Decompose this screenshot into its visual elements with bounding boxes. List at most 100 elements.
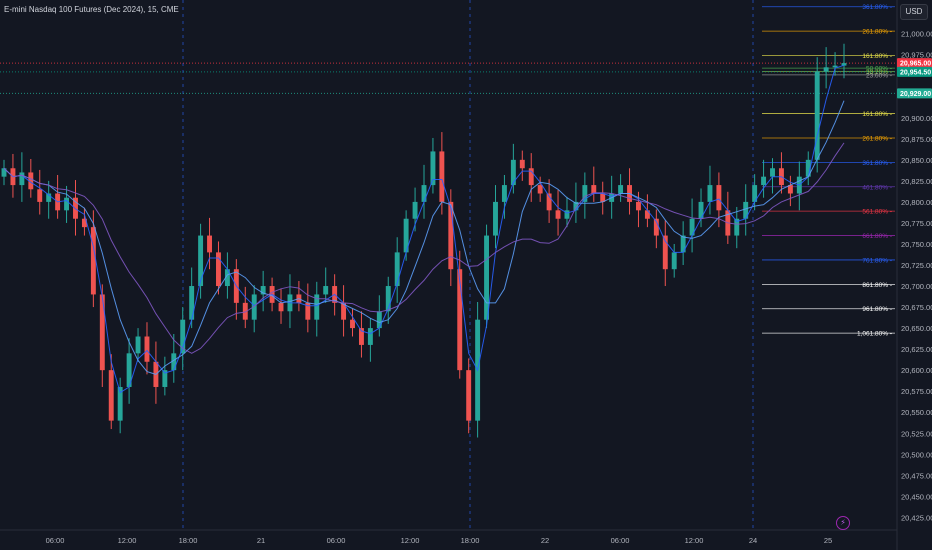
- candle-body: [135, 336, 141, 354]
- fib-level-label: 561.80% -: [862, 209, 892, 216]
- candle-body: [484, 235, 490, 320]
- candle-body: [743, 201, 749, 219]
- candle-body: [591, 185, 597, 194]
- x-tick-label: 24: [749, 536, 757, 545]
- fib-level-label: 38.20% -: [866, 69, 892, 76]
- y-tick-label: 20,725.00: [901, 261, 932, 270]
- fib-level-label: 161.80% -: [862, 53, 892, 60]
- candle-body: [394, 252, 400, 287]
- candle-body: [37, 189, 43, 202]
- candle-body: [385, 286, 391, 312]
- currency-button[interactable]: USD: [900, 4, 928, 20]
- x-tick-label: 21: [257, 536, 265, 545]
- fib-level-label: 461.80% -: [862, 184, 892, 191]
- y-tick-label: 20,650.00: [901, 324, 932, 333]
- fib-level-label: 161.80% -: [862, 111, 892, 118]
- candle-body: [528, 168, 534, 186]
- fib-level-label: 861.80% -: [862, 282, 892, 289]
- candle-body: [564, 210, 570, 219]
- price-tag-label: 20,954.50: [900, 69, 931, 76]
- x-tick-label: 12:00: [118, 536, 137, 545]
- candle-body: [99, 294, 105, 371]
- candle-body: [752, 185, 758, 202]
- candle-body: [198, 235, 204, 287]
- candle-body: [519, 159, 525, 169]
- x-tick-label: 06:00: [46, 536, 65, 545]
- x-tick-label: 18:00: [179, 536, 198, 545]
- fib-level-label: 261.80% -: [862, 29, 892, 36]
- y-tick-label: 20,875.00: [901, 135, 932, 144]
- fib-level-label: 261.80% -: [862, 135, 892, 142]
- y-tick-label: 20,750.00: [901, 240, 932, 249]
- candle-body: [251, 294, 257, 320]
- candle-body: [358, 328, 364, 345]
- moving-average-line: [3, 142, 845, 354]
- price-tag: [897, 66, 932, 77]
- candle-body: [1, 168, 7, 177]
- x-tick-label: 25: [824, 536, 832, 545]
- y-tick-label: 20,475.00: [901, 471, 932, 480]
- fib-level-label: 961.80% -: [862, 306, 892, 313]
- x-tick-label: 18:00: [461, 536, 480, 545]
- candle-body: [341, 302, 347, 320]
- candle-body: [662, 235, 668, 270]
- candle-body: [171, 353, 177, 371]
- moving-average-line: [3, 100, 845, 375]
- candle-body: [582, 185, 588, 202]
- y-tick-label: 20,625.00: [901, 345, 932, 354]
- candle-body: [180, 319, 186, 354]
- candle-body: [573, 201, 579, 211]
- x-tick-label: 12:00: [685, 536, 704, 545]
- fib-level-label: 661.80% -: [862, 233, 892, 240]
- candle-body: [689, 218, 695, 236]
- candle-body: [823, 67, 829, 72]
- fib-level-label: 1,061.80% -: [857, 331, 892, 338]
- candle-body: [144, 336, 150, 362]
- lightning-icon[interactable]: ⚡: [836, 516, 850, 530]
- candle-body: [376, 311, 382, 329]
- y-tick-label: 20,600.00: [901, 366, 932, 375]
- candle-body: [644, 210, 650, 219]
- candle-body: [716, 185, 722, 211]
- candle-body: [242, 302, 248, 320]
- candle-body: [832, 65, 838, 68]
- y-tick-label: 20,525.00: [901, 429, 932, 438]
- price-tag: [897, 88, 932, 99]
- y-tick-label: 20,550.00: [901, 408, 932, 417]
- y-tick-label: 20,575.00: [901, 387, 932, 396]
- y-tick-label: 20,825.00: [901, 177, 932, 186]
- candle-body: [216, 252, 221, 287]
- candle-body: [260, 286, 266, 295]
- candle-body: [278, 302, 284, 312]
- candle-body: [224, 269, 230, 287]
- candle-body: [305, 302, 311, 320]
- y-tick-label: 20,850.00: [901, 156, 932, 165]
- candle-body: [510, 159, 516, 186]
- candle-body: [323, 286, 329, 295]
- y-tick-label: 21,000.00: [901, 30, 932, 39]
- candle-body: [350, 319, 355, 329]
- y-tick-label: 20,775.00: [901, 219, 932, 228]
- candle-body: [421, 185, 427, 202]
- candle-body: [546, 193, 552, 211]
- candle-body: [707, 185, 713, 202]
- candle-body: [64, 197, 70, 211]
- y-tick-label: 20,425.00: [901, 513, 932, 522]
- x-tick-label: 22: [541, 536, 549, 545]
- candle-body: [600, 193, 606, 202]
- candle-body: [403, 218, 409, 253]
- candle-body: [117, 386, 123, 421]
- candle-body: [162, 370, 168, 387]
- price-tag-label: 20,965.00: [900, 61, 931, 68]
- candle-body: [671, 252, 677, 270]
- candle-body: [555, 210, 561, 219]
- candle-body: [618, 185, 624, 194]
- candle-body: [28, 172, 34, 190]
- candle-body: [787, 185, 793, 194]
- fib-level-label: 50.00% -: [866, 66, 892, 73]
- x-tick-label: 06:00: [327, 536, 346, 545]
- candle-body: [493, 201, 498, 236]
- y-tick-label: 20,450.00: [901, 492, 932, 501]
